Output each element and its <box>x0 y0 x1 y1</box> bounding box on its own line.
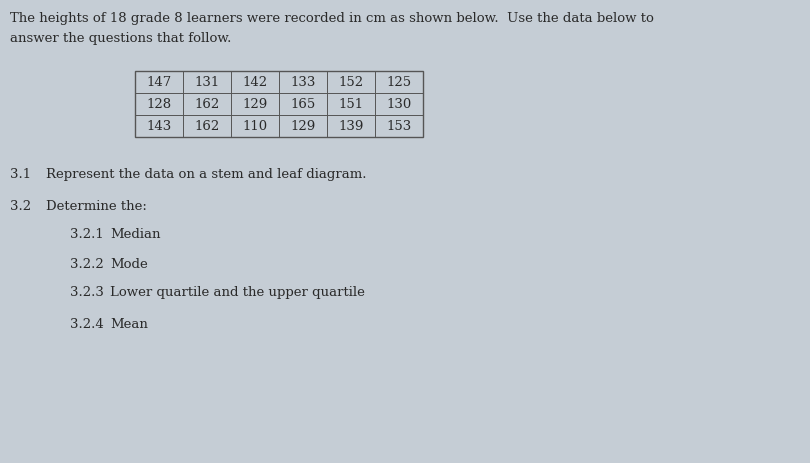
Text: 3.2.1: 3.2.1 <box>70 227 104 240</box>
Text: answer the questions that follow.: answer the questions that follow. <box>10 32 232 45</box>
Text: 129: 129 <box>290 120 316 133</box>
Text: 162: 162 <box>194 120 220 133</box>
Text: The heights of 18 grade 8 learners were recorded in cm as shown below.  Use the : The heights of 18 grade 8 learners were … <box>10 12 654 25</box>
Text: 130: 130 <box>386 98 411 111</box>
Text: 3.2: 3.2 <box>10 200 31 213</box>
Bar <box>135 72 423 138</box>
Text: 3.2.2: 3.2.2 <box>70 257 104 270</box>
Text: 143: 143 <box>147 120 172 133</box>
Text: 128: 128 <box>147 98 172 111</box>
Text: 139: 139 <box>339 120 364 133</box>
Text: Mode: Mode <box>110 257 147 270</box>
Text: 147: 147 <box>147 76 172 89</box>
Text: 151: 151 <box>339 98 364 111</box>
Text: Lower quartile and the upper quartile: Lower quartile and the upper quartile <box>110 285 364 298</box>
Text: 3.2.3: 3.2.3 <box>70 285 104 298</box>
Text: 131: 131 <box>194 76 220 89</box>
Text: 3.1: 3.1 <box>10 168 31 181</box>
Text: 152: 152 <box>339 76 364 89</box>
Text: 153: 153 <box>386 120 411 133</box>
Text: 129: 129 <box>242 98 267 111</box>
Text: 162: 162 <box>194 98 220 111</box>
Text: 110: 110 <box>242 120 267 133</box>
Text: Determine the:: Determine the: <box>46 200 147 213</box>
Text: 142: 142 <box>242 76 267 89</box>
Text: Mean: Mean <box>110 317 148 330</box>
Text: 133: 133 <box>290 76 316 89</box>
Text: Median: Median <box>110 227 160 240</box>
Text: 3.2.4: 3.2.4 <box>70 317 104 330</box>
Text: 125: 125 <box>386 76 411 89</box>
Text: Represent the data on a stem and leaf diagram.: Represent the data on a stem and leaf di… <box>46 168 366 181</box>
Text: 165: 165 <box>290 98 316 111</box>
